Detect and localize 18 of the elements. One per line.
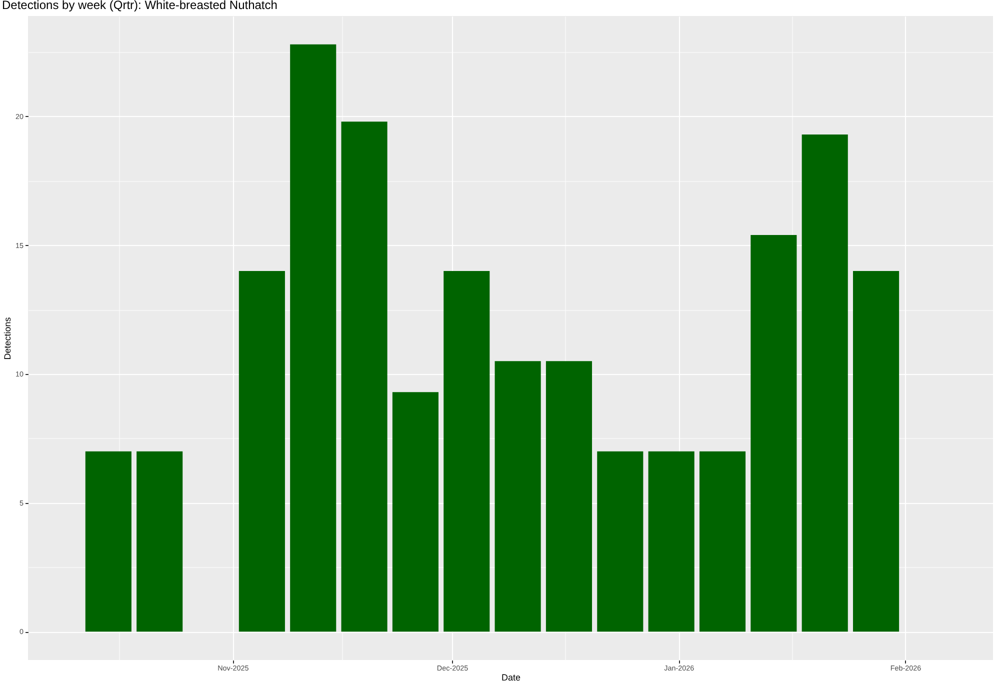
bar bbox=[802, 134, 848, 632]
bar bbox=[290, 44, 336, 632]
bar bbox=[444, 271, 490, 632]
bar bbox=[85, 451, 132, 632]
bar bbox=[136, 451, 183, 632]
bar bbox=[648, 451, 694, 632]
bar bbox=[750, 234, 797, 632]
bar bbox=[699, 451, 746, 632]
y-axis-title: Detections bbox=[2, 316, 13, 360]
bar bbox=[341, 122, 388, 632]
bar bbox=[238, 271, 285, 632]
chart-title: Detections by week (Qrtr): White-breasted Nuthatch bbox=[2, 0, 278, 12]
x-axis-title: Date bbox=[501, 672, 521, 683]
bar bbox=[392, 392, 438, 632]
bar bbox=[494, 361, 541, 632]
bar bbox=[853, 271, 900, 632]
bar bbox=[546, 361, 592, 632]
bar bbox=[597, 451, 644, 632]
